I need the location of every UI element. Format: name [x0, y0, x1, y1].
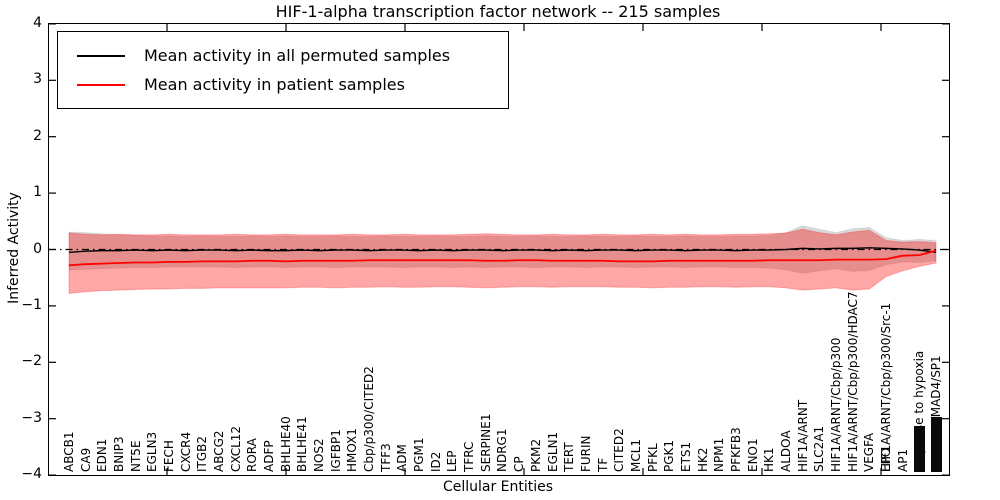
- x-tick-label: ADFP: [262, 440, 277, 472]
- x-tick-label: NT5E: [128, 440, 143, 472]
- x-tick-label: CP: [512, 456, 527, 472]
- x-tick-label: PFKL: [645, 443, 660, 472]
- y-tick-label: 2: [33, 127, 42, 144]
- chart-canvas: [49, 24, 949, 475]
- x-tick-label: HK1: [762, 447, 777, 472]
- legend-entry-patient: Mean activity in patient samples: [72, 70, 498, 99]
- x-tick-label: NOS2: [312, 438, 327, 472]
- x-tick-label: EDN1: [95, 438, 110, 472]
- x-tick-label: PGK1: [662, 439, 677, 472]
- x-tick-label: CXCL12: [228, 425, 243, 472]
- x-tick-label: EPO: [878, 447, 893, 472]
- x-tick-label: PGM1: [412, 437, 427, 472]
- x-tick-label: CA9: [78, 447, 93, 472]
- overlapping-labels-blob: [930, 417, 942, 472]
- x-tick-label: BHLHE41: [295, 416, 310, 472]
- x-tick-label: MCL1: [628, 438, 643, 472]
- x-tick-label: ADM: [395, 444, 410, 472]
- x-tick-label: FECH: [162, 440, 177, 472]
- x-tick-label: NDRG1: [495, 428, 510, 473]
- x-tick-label: HIF1A/ARNT/Cbp/p300/Src-1: [878, 302, 893, 472]
- x-tick-label: BNIP3: [112, 436, 127, 472]
- y-tick-label: 3: [33, 71, 42, 88]
- x-tick-label: EGLN3: [145, 431, 160, 472]
- x-tick-label: HIF1A/ARNT: [795, 399, 810, 472]
- x-tick-label: NPM1: [712, 437, 727, 472]
- x-tick-label: ABCG2: [212, 430, 227, 472]
- x-tick-label: HIF1A/ARNT/Cbp/p300: [828, 337, 843, 472]
- x-axis-label: Cellular Entities: [442, 479, 554, 495]
- x-tick-label: IGFBP1: [328, 429, 343, 472]
- x-tick-label: ABCB1: [62, 431, 76, 472]
- x-tick-label: CITED2: [612, 428, 627, 472]
- x-tick-label: EGLN1: [545, 431, 560, 472]
- x-tick-label: HMOX1: [345, 428, 360, 472]
- chart-title: HIF-1-alpha transcription factor network…: [275, 2, 721, 21]
- x-tick-label: BHLHE40: [278, 416, 293, 472]
- y-tick-label: −3: [21, 409, 42, 426]
- x-tick-label: PKM2: [528, 438, 543, 472]
- x-tick-label: ID2: [428, 451, 443, 472]
- x-tick-label: TFF3: [378, 443, 393, 472]
- y-tick-label: −2: [21, 353, 42, 370]
- y-tick-label: 4: [33, 14, 42, 31]
- x-tick-label: LEP: [445, 450, 460, 472]
- x-tick-label: SLC2A1: [812, 425, 827, 472]
- x-tick-label: SERPINE1: [478, 413, 493, 472]
- x-tick-label: HIF1A/ARNT/Cbp/p300/HDAC7: [845, 291, 860, 472]
- y-tick-label: −1: [21, 296, 42, 313]
- x-tick-label: TF: [595, 457, 610, 472]
- x-tick-label: AP1: [895, 448, 910, 472]
- x-tick-label: CXCR4: [178, 431, 193, 472]
- x-tick-label: RORA: [245, 438, 260, 472]
- overlapping-labels-blob: [914, 426, 926, 472]
- x-tick-label: FURIN: [578, 435, 593, 472]
- legend: Mean activity in all permuted samples Me…: [57, 31, 509, 109]
- mean-line-permuted: [68, 247, 937, 254]
- x-tick-label: ENO1: [745, 438, 760, 472]
- legend-label-permuted: Mean activity in all permuted samples: [144, 45, 451, 65]
- y-tick-label: −4: [21, 466, 42, 483]
- mean-line-patient: [68, 249, 937, 267]
- x-tick-label: PFKFB3: [728, 427, 743, 472]
- y-tick-label: 0: [33, 240, 42, 257]
- x-tick-label: ETS1: [678, 441, 693, 472]
- legend-line-patient: [77, 83, 125, 86]
- x-tick-label: Cbp/p300/CITED2: [362, 366, 377, 472]
- x-tick-label: HK2: [695, 447, 710, 472]
- x-tick-label: ALDOA: [778, 430, 793, 472]
- x-tick-label: TFRC: [462, 441, 477, 472]
- x-tick-label: TERT: [562, 442, 577, 472]
- legend-label-patient: Mean activity in patient samples: [144, 74, 405, 94]
- legend-entry-permuted: Mean activity in all permuted samples: [72, 41, 498, 70]
- x-tick-label: ITGB2: [195, 435, 210, 472]
- legend-line-permuted: [77, 54, 125, 57]
- y-tick-label: 1: [33, 184, 42, 201]
- x-tick-label: VEGFA: [862, 432, 877, 472]
